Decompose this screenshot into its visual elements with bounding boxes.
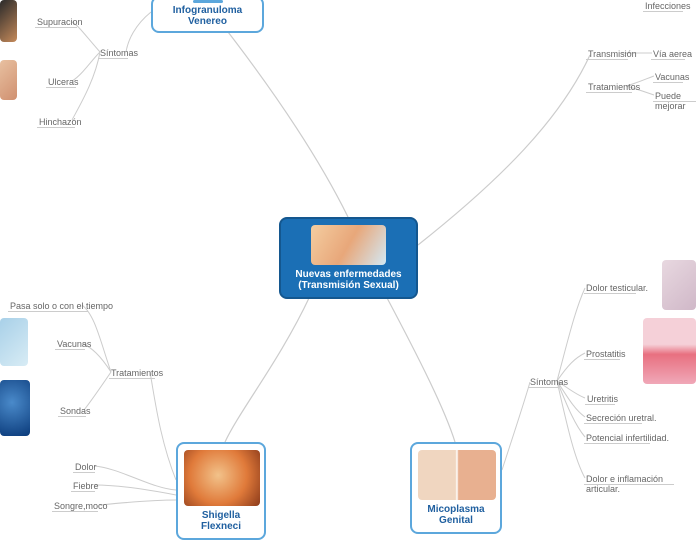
node-sintomas[interactable]: Síntomas	[100, 48, 138, 58]
image-thumb	[0, 0, 17, 42]
node-underline	[37, 127, 75, 128]
node-underline	[585, 404, 615, 405]
node-infecciones[interactable]: Infecciones	[645, 1, 691, 11]
node-underline	[58, 416, 86, 417]
node-underline	[8, 311, 88, 312]
central-title-l2: (Transmisión Sexual)	[287, 280, 410, 291]
node-fiebre[interactable]: Fiebre	[73, 481, 99, 491]
node-underline	[586, 92, 632, 93]
central-title-l1: Nuevas enfermedades	[287, 269, 410, 280]
topic-shigella-title: Shigella Flexneci	[184, 510, 258, 532]
node-dolor[interactable]: Dolor	[75, 462, 97, 472]
node-underline	[586, 59, 628, 60]
node-sintomas-r[interactable]: Síntomas	[530, 377, 568, 387]
topic-micoplasma-title: Micoplasma Genital	[418, 504, 494, 526]
node-infertilidad[interactable]: Potencial infertilidad.	[586, 433, 669, 443]
node-sondas[interactable]: Sondas	[60, 406, 91, 416]
node-underline	[73, 472, 95, 473]
node-pasa-tiempo[interactable]: Pasa solo o con el tiempo	[10, 301, 113, 311]
node-underline	[643, 11, 683, 12]
node-underline	[46, 87, 76, 88]
node-hinchazon[interactable]: Hinchazón	[39, 117, 82, 127]
node-supuracion[interactable]: Supuracion	[37, 17, 83, 27]
node-uretritis[interactable]: Uretritis	[587, 394, 618, 404]
image-thumb	[0, 380, 30, 436]
image-thumb	[643, 318, 696, 384]
topic-infogranuloma[interactable]: Infogranuloma Venereo	[151, 0, 264, 33]
node-secrecion[interactable]: Secreción uretral.	[586, 413, 657, 423]
node-underline	[109, 378, 155, 379]
node-underline	[55, 349, 85, 350]
image-thumb	[0, 60, 17, 100]
node-ulceras[interactable]: Ulceras	[48, 77, 79, 87]
image-bottom-edge	[193, 0, 223, 3]
node-vacunas-r[interactable]: Vacunas	[655, 72, 689, 82]
node-prostatitis[interactable]: Prostatitis	[586, 349, 626, 359]
node-vacunas-left[interactable]: Vacunas	[57, 339, 91, 349]
image-thumb	[0, 318, 28, 366]
node-underline	[52, 511, 98, 512]
node-underline	[584, 359, 620, 360]
node-underline	[584, 443, 650, 444]
node-underline	[584, 484, 674, 485]
node-underline	[584, 423, 642, 424]
node-underline	[653, 82, 683, 83]
node-dolor-testicular[interactable]: Dolor testicular.	[586, 283, 648, 293]
central-topic[interactable]: Nuevas enfermedades (Transmisión Sexual)	[279, 217, 418, 299]
image-thumb	[662, 260, 696, 310]
node-via-aerea[interactable]: Vía aerea	[653, 49, 692, 59]
node-underline	[35, 27, 77, 28]
node-transmision[interactable]: Transmisión	[588, 49, 637, 59]
node-underline	[528, 387, 558, 388]
node-tratamientos[interactable]: Tratamientos	[111, 368, 163, 378]
central-image	[311, 225, 386, 265]
topic-infogranuloma-title: Infogranuloma Venereo	[159, 5, 256, 27]
node-tratamientos-r[interactable]: Tratamientos	[588, 82, 640, 92]
topic-shigella[interactable]: Shigella Flexneci	[176, 442, 266, 540]
node-underline	[71, 491, 95, 492]
node-underline	[651, 59, 685, 60]
node-songre[interactable]: Songre,moco	[54, 501, 108, 511]
shigella-image	[184, 450, 260, 506]
node-underline	[584, 293, 636, 294]
topic-micoplasma[interactable]: Micoplasma Genital	[410, 442, 502, 534]
micoplasma-image	[418, 450, 496, 500]
node-underline	[653, 101, 696, 102]
node-underline	[98, 58, 128, 59]
